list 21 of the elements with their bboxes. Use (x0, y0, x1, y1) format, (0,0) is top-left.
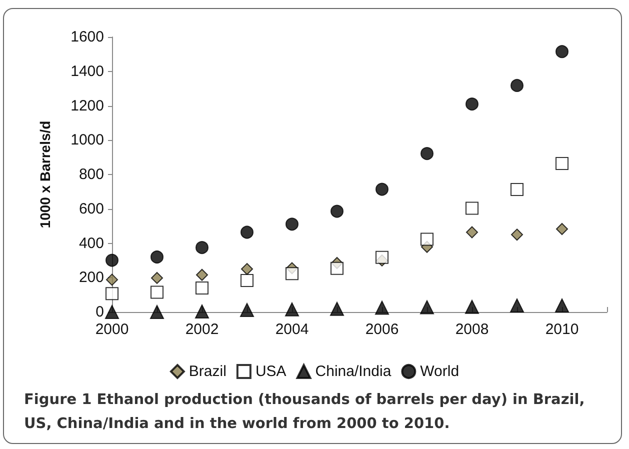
x-tick-label: 2008 (455, 321, 489, 338)
y-tick-label: 1200 (70, 97, 104, 114)
caption: Figure 1 Ethanol production (thousands of barrels per day) in Brazil, US, China/India and in the world from 2000 to 2010. (24, 391, 586, 434)
y-tick-label: 0 (96, 304, 104, 320)
y-tick-label: 400 (78, 234, 104, 252)
x-tick-label: 2004 (275, 321, 309, 338)
y-tick-label: 200 (78, 269, 104, 286)
y-tick-label: 1000 (70, 132, 104, 149)
legend-label: Brazil (188, 363, 226, 380)
y-tick-label: 1600 (70, 28, 104, 46)
x-tick-label: 2000 (95, 321, 129, 338)
legend-label: China/India (315, 363, 392, 380)
y-tick-label: 800 (78, 166, 104, 183)
y-axis-title: 1000 x Barrels/d (37, 120, 53, 228)
y-tick-label: 1400 (70, 62, 104, 80)
legend-label: World (420, 363, 460, 380)
x-tick-label: 2006 (365, 321, 399, 338)
y-tick-label: 600 (78, 200, 104, 218)
x-tick-label: 2010 (545, 321, 579, 338)
legend-label: USA (255, 363, 286, 380)
x-tick-label: 2002 (185, 321, 219, 338)
